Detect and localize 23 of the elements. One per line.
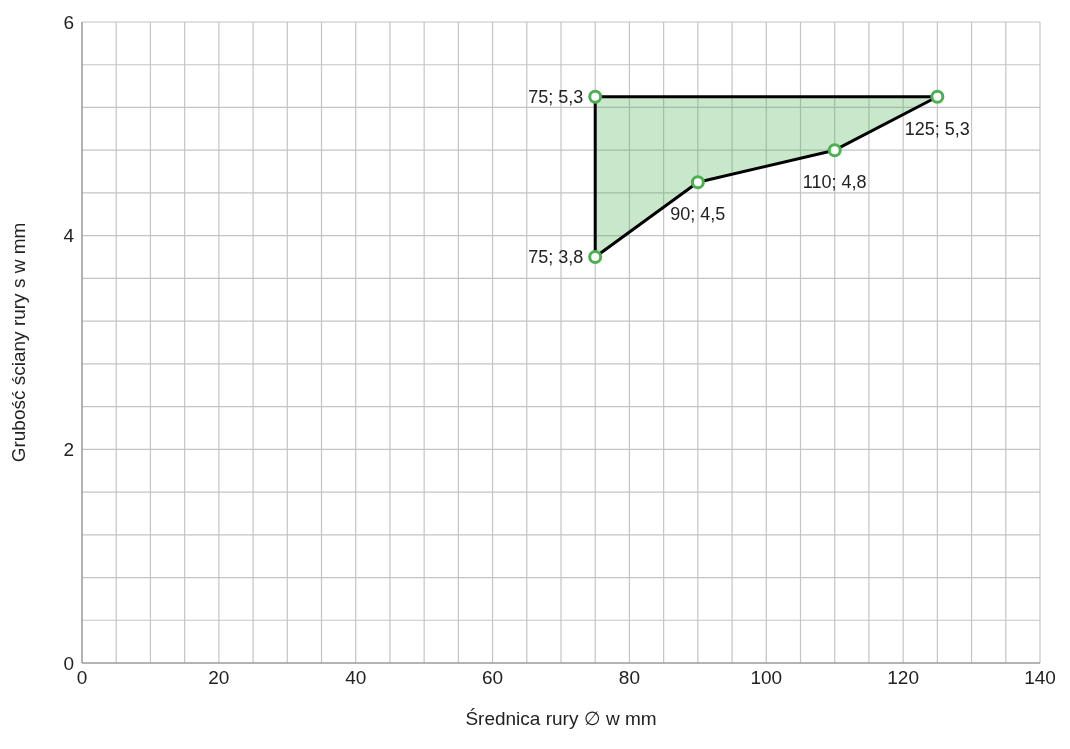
x-tick-label: 60 [482, 667, 504, 689]
y-tick-label: 0 [63, 652, 74, 674]
point [588, 250, 603, 265]
x-tick-label: 120 [887, 667, 919, 689]
y-tick-label: 6 [63, 11, 74, 33]
data-label: 90; 4,5 [670, 204, 726, 225]
y-tick-label: 4 [63, 225, 75, 247]
x-tick-label: 20 [208, 667, 230, 689]
x-tick-label: 80 [618, 667, 640, 689]
data-label: 75; 3,8 [528, 247, 584, 268]
point [690, 175, 705, 190]
y-axis-title: Grubość ściany rury s w mm [7, 222, 29, 463]
x-tick-label: 100 [750, 667, 783, 689]
x-tick-label: 40 [345, 667, 367, 689]
point [588, 89, 603, 104]
y-tick-label: 2 [63, 439, 74, 461]
data-label: 125; 5,3 [904, 118, 970, 139]
x-axis-title: Średnica rury ∅ w mm [465, 708, 657, 729]
data-label: 110; 4,8 [802, 172, 867, 193]
data-label: 75; 5,3 [528, 86, 584, 107]
point [930, 89, 945, 104]
point [827, 143, 842, 158]
x-tick-label: 140 [1024, 667, 1056, 689]
